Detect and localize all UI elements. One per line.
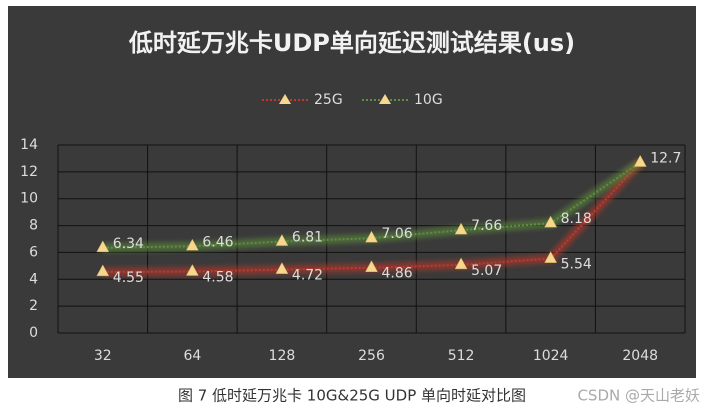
marker xyxy=(365,230,378,243)
marker xyxy=(275,234,289,246)
marker xyxy=(185,238,199,251)
y-tick-label: 6 xyxy=(29,244,38,260)
data-label: 4.58 xyxy=(202,269,233,285)
chart-title: 低时延万兆卡UDP单向延迟测试结果(us) xyxy=(128,29,575,57)
data-label: 8.18 xyxy=(561,211,592,227)
y-tick-label: 10 xyxy=(20,191,38,207)
legend-marker xyxy=(279,94,291,104)
data-label: 4.72 xyxy=(292,268,323,284)
y-tick-label: 12 xyxy=(20,164,38,180)
y-tick-label: 2 xyxy=(29,298,38,314)
data-label: 6.34 xyxy=(113,236,144,252)
data-label: 5.54 xyxy=(561,257,592,273)
marker xyxy=(454,257,468,270)
data-label: 7.06 xyxy=(382,226,413,242)
x-tick-label: 256 xyxy=(358,348,385,364)
marker xyxy=(96,264,110,277)
y-tick-label: 14 xyxy=(20,137,38,153)
y-tick-label: 0 xyxy=(29,325,38,341)
data-label: 4.86 xyxy=(382,266,413,282)
marker xyxy=(454,222,468,235)
chart-background xyxy=(8,6,696,378)
x-tick-label: 1024 xyxy=(533,348,569,364)
data-label: 6.81 xyxy=(292,230,323,246)
data-label: 6.46 xyxy=(202,234,233,250)
x-tick-label: 128 xyxy=(269,348,296,364)
legend-label: 25G xyxy=(314,92,343,108)
x-tick-label: 512 xyxy=(448,348,475,364)
x-tick-label: 32 xyxy=(94,348,112,364)
data-label: 7.66 xyxy=(471,218,502,234)
marker xyxy=(544,215,558,228)
x-tick-label: 2048 xyxy=(622,348,658,364)
data-label: 12.7 xyxy=(650,150,681,166)
marker xyxy=(185,263,199,276)
x-tick-label: 64 xyxy=(183,348,201,364)
marker xyxy=(544,251,558,263)
marker xyxy=(275,262,289,274)
legend-marker xyxy=(379,94,391,104)
legend-label: 10G xyxy=(414,92,443,108)
data-label: 5.07 xyxy=(471,263,502,279)
y-tick-label: 4 xyxy=(29,271,38,287)
watermark: CSDN @天山老妖 xyxy=(577,387,700,405)
marker xyxy=(96,240,110,253)
marker xyxy=(365,260,378,272)
data-label: 4.55 xyxy=(113,270,144,286)
marker xyxy=(633,154,647,167)
y-tick-label: 8 xyxy=(29,218,38,234)
caption: 图 7 低时延万兆卡 10G&25G UDP 单向时延对比图 xyxy=(178,387,526,405)
